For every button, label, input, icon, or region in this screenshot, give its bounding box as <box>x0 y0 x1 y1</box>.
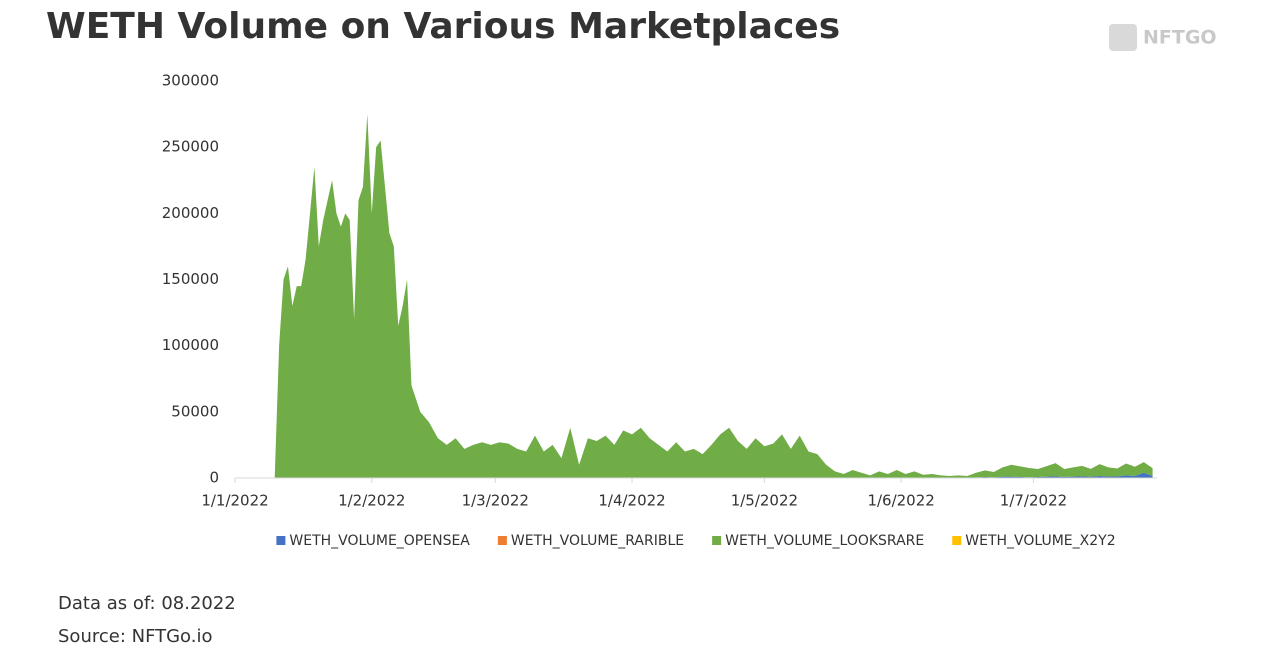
y-tick-label: 100000 <box>162 336 219 354</box>
chart-title: WETH Volume on Various Marketplaces <box>46 6 840 47</box>
x-tick-label: 1/6/2022 <box>867 492 934 510</box>
logo-icon <box>1109 24 1137 51</box>
y-tick-label: 300000 <box>162 72 219 90</box>
y-tick-label: 250000 <box>162 138 219 156</box>
legend-label: WETH_VOLUME_OPENSEA <box>289 533 470 549</box>
note: Data as of: 08.2022 <box>58 593 236 614</box>
x-tick-label: 1/7/2022 <box>1000 492 1067 510</box>
legend-swatch <box>952 536 962 545</box>
x-tick-label: 1/5/2022 <box>731 492 798 510</box>
x-tick-label: 1/1/2022 <box>201 492 268 510</box>
logo-text: NFTGO <box>1143 27 1217 49</box>
y-tick-label: 200000 <box>162 204 219 222</box>
legend-label: WETH_VOLUME_X2Y2 <box>965 533 1115 549</box>
y-tick-label: 0 <box>209 469 219 487</box>
note: Source: NFTGo.io <box>58 626 213 647</box>
y-tick-label: 50000 <box>171 402 219 420</box>
legend-label: WETH_VOLUME_LOOKSRARE <box>725 533 924 549</box>
legend: WETH_VOLUME_OPENSEA WETH_VOLUME_RARIBLE WE… <box>276 533 1116 549</box>
logo: NFTGO <box>1109 24 1217 51</box>
x-tick-label: 1/3/2022 <box>462 492 529 510</box>
x-tick-label: 1/2/2022 <box>338 492 405 510</box>
area <box>274 114 1153 478</box>
legend-label: WETH_VOLUME_RARIBLE <box>511 533 684 549</box>
x-tick-label: 1/4/2022 <box>598 492 665 510</box>
y-tick-label: 150000 <box>162 270 219 288</box>
legend-swatch <box>712 536 722 545</box>
legend-swatch <box>276 536 286 545</box>
legend-swatch <box>497 536 507 545</box>
area <box>274 472 1153 478</box>
